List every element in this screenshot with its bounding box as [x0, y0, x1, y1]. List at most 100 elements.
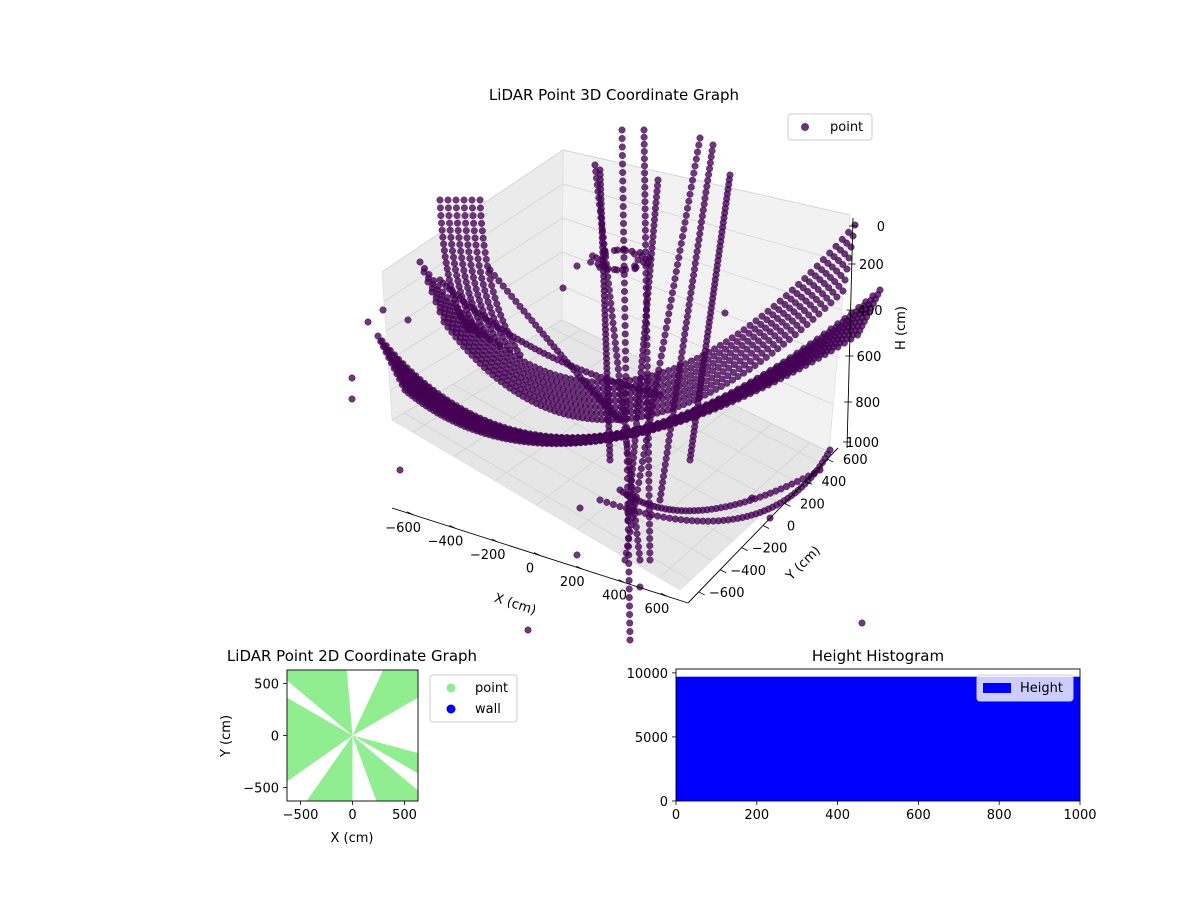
point-3d [713, 378, 721, 386]
point-3d [656, 496, 664, 504]
point-3d [437, 212, 445, 220]
point-3d [745, 329, 753, 337]
grid-line-y [452, 383, 734, 542]
point-3d [679, 342, 687, 350]
point-3d [730, 361, 738, 369]
point-3d [416, 258, 424, 266]
z-axis-line [846, 217, 854, 449]
point-3d [782, 292, 790, 300]
point-3d [460, 343, 468, 351]
legend-marker-wall-2d [446, 704, 456, 714]
point-3d [611, 339, 619, 347]
point-3d [622, 431, 630, 439]
x-tick-mark-3d [576, 565, 583, 570]
point-3d [625, 568, 633, 576]
point-3d [729, 376, 737, 384]
legend-label-wall-2d: wall [475, 702, 501, 717]
point-3d [660, 466, 668, 474]
point-3d [760, 332, 768, 340]
point-3d [858, 619, 866, 627]
point-3d [737, 349, 745, 357]
point-3d [700, 200, 708, 208]
point-3d [743, 345, 751, 353]
point-3d [686, 295, 694, 303]
point-3d [685, 197, 693, 205]
point-3d [576, 504, 584, 512]
point-3d [589, 252, 597, 260]
legend-histogram: Height [976, 674, 1074, 702]
point-3d [816, 466, 824, 474]
point-3d [640, 133, 648, 141]
point-3d [635, 543, 643, 551]
x-tick-label-3d: −600 [385, 521, 421, 536]
point-3d [759, 341, 767, 349]
point-3d [740, 369, 748, 377]
ticks-2d: −500 0 500 −500 0 500 [243, 678, 417, 823]
point-3d [619, 177, 627, 185]
point-3d [780, 309, 788, 317]
point-3d [681, 330, 689, 338]
point-3d [482, 255, 490, 263]
point-3d [618, 398, 626, 406]
point-3d [841, 276, 849, 284]
point-3d [780, 340, 788, 348]
point-3d [626, 619, 634, 627]
point-3d [640, 147, 648, 155]
y-tick-label-3d: 600 [843, 453, 868, 468]
point-3d [658, 484, 666, 492]
point-3d [689, 176, 697, 184]
point-3d [843, 265, 851, 273]
point-3d [452, 196, 460, 204]
point-3d [738, 341, 746, 349]
point-3d [446, 226, 454, 234]
point-3d [677, 354, 685, 362]
point-3d [769, 341, 777, 349]
point-3d [713, 371, 721, 379]
point-3d [626, 470, 634, 478]
point-3d [481, 287, 489, 295]
point-3d [829, 288, 837, 296]
point-3d [731, 353, 739, 361]
point-3d [520, 307, 528, 315]
point-3d [601, 247, 609, 255]
point-3d [663, 449, 671, 457]
point-3d [452, 204, 460, 212]
z-axis-label-3d: H (cm) [894, 306, 909, 350]
x-tick-label-2d: 500 [392, 808, 417, 823]
point-3d [611, 332, 619, 340]
point-3d [625, 577, 633, 585]
point-3d [672, 390, 680, 398]
point-3d [626, 611, 634, 619]
point-3d [460, 204, 468, 212]
point-3d [683, 313, 691, 321]
y-tick-label-3d: −400 [730, 564, 766, 579]
point-3d [819, 290, 827, 298]
point-3d [812, 296, 820, 304]
point-3d [799, 284, 807, 292]
point-3d [623, 438, 631, 446]
point-3d [661, 461, 669, 469]
point-3d [640, 126, 648, 134]
y-tick-mark-3d [762, 525, 770, 529]
point-3d [706, 165, 714, 173]
point-3d [508, 292, 516, 300]
point-3d [573, 551, 581, 559]
y-tick-label-3d: 400 [821, 475, 846, 490]
y-tick-mark-3d [698, 591, 705, 596]
point-3d [645, 499, 653, 507]
point-3d [461, 272, 469, 280]
point-3d [616, 503, 624, 511]
point-3d [606, 293, 614, 301]
point-3d [687, 364, 695, 372]
point-3d [622, 381, 630, 389]
point-3d [766, 328, 774, 336]
y-tick-mark-3d [827, 458, 834, 463]
point-3d [623, 444, 631, 452]
point-3d [795, 365, 803, 373]
point-3d [786, 304, 794, 312]
point-3d [739, 334, 747, 342]
point-3d [712, 385, 720, 393]
point-3d [641, 176, 649, 184]
point-3d [448, 328, 456, 336]
point-3d [651, 387, 659, 395]
